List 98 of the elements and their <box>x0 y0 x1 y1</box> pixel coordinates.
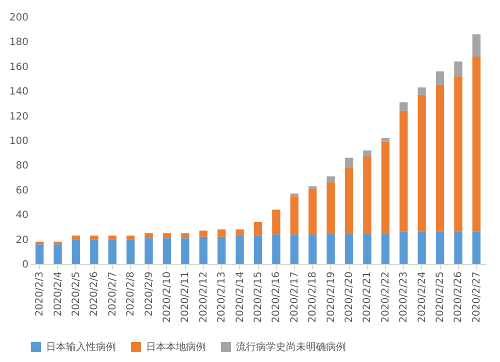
bar <box>381 142 390 234</box>
bar <box>35 244 44 264</box>
x-tick-label: 2020/2/26 <box>453 272 464 323</box>
bar <box>162 233 172 238</box>
x-tick-label: 2020/2/18 <box>308 272 319 323</box>
bar <box>272 210 280 234</box>
y-tick-label: 100 <box>9 136 28 147</box>
bar <box>418 232 426 264</box>
y-tick-label: 60 <box>16 185 28 196</box>
bar <box>254 236 262 264</box>
bar <box>363 150 372 157</box>
bar <box>454 61 462 76</box>
bar <box>290 194 299 196</box>
legend-label: 日本本地病例 <box>146 341 206 353</box>
bar <box>199 236 208 264</box>
x-tick-label: 2020/2/6 <box>89 272 100 316</box>
bar <box>144 238 153 264</box>
bar <box>454 232 462 264</box>
x-tick-label: 2020/2/20 <box>344 272 356 323</box>
bar <box>308 188 317 234</box>
bar <box>126 239 135 264</box>
x-tick-label: 2020/2/23 <box>398 272 410 323</box>
bar <box>236 229 244 236</box>
y-tick-label: 40 <box>16 210 28 222</box>
bar <box>290 234 299 264</box>
bar <box>308 186 317 189</box>
bar <box>381 233 390 264</box>
y-tick-label: 80 <box>16 160 28 172</box>
bar <box>90 239 98 264</box>
x-tick-label: 2020/2/5 <box>70 272 82 316</box>
y-tick-label: 140 <box>9 86 28 98</box>
bar <box>181 238 190 264</box>
bar <box>363 233 372 264</box>
y-tick-label: 20 <box>16 234 28 246</box>
bar <box>363 156 372 234</box>
bar <box>326 233 335 264</box>
bar <box>381 138 390 142</box>
bar <box>144 233 153 238</box>
x-tick-label: 2020/2/10 <box>162 272 173 323</box>
bar <box>199 230 208 237</box>
x-tick-label: 2020/2/24 <box>416 272 428 323</box>
bar <box>108 236 116 240</box>
bar <box>418 87 426 95</box>
bar <box>436 71 444 85</box>
legend-label: 流行病学史尚未明确病例 <box>236 341 346 353</box>
x-tick-label: 2020/2/4 <box>52 272 64 316</box>
y-tick-label: 160 <box>9 62 28 73</box>
x-tick-label: 2020/2/8 <box>126 272 137 316</box>
bar <box>436 84 444 232</box>
bar <box>418 94 426 232</box>
bar <box>344 168 354 234</box>
x-tick-label: 2020/2/3 <box>34 272 46 316</box>
bar <box>181 233 190 238</box>
x-tick-label: 2020/2/12 <box>198 272 210 323</box>
x-tick-label: 2020/2/16 <box>271 272 282 323</box>
y-tick-label: 200 <box>9 12 28 24</box>
bar <box>217 236 226 264</box>
bar <box>436 232 444 264</box>
x-tick-label: 2020/2/21 <box>362 272 374 323</box>
bar <box>344 158 354 168</box>
bar <box>290 196 299 234</box>
x-tick-label: 2020/2/22 <box>380 272 392 323</box>
bar <box>162 238 172 264</box>
bar <box>236 236 244 264</box>
x-tick-label: 2020/2/27 <box>471 272 482 323</box>
x-tick-label: 2020/2/7 <box>107 272 118 316</box>
legend-label: 日本输入性病例 <box>46 341 116 353</box>
x-tick-label: 2020/2/14 <box>234 272 246 323</box>
bar <box>54 244 62 264</box>
x-tick-label: 2020/2/25 <box>435 272 446 323</box>
x-tick-label: 2020/2/13 <box>216 272 228 323</box>
bar <box>400 102 408 111</box>
bar <box>72 239 80 264</box>
y-tick-label: 120 <box>9 111 28 122</box>
bar <box>254 222 262 236</box>
bar <box>217 229 226 237</box>
bar <box>472 56 481 232</box>
bar <box>326 176 335 182</box>
x-tick-label: 2020/2/17 <box>289 272 300 323</box>
bar <box>326 182 335 234</box>
y-tick-label: 0 <box>22 260 28 270</box>
bar <box>90 236 98 240</box>
bar <box>400 232 408 264</box>
bar <box>108 239 116 264</box>
x-tick-label: 2020/2/11 <box>180 272 192 323</box>
bar <box>272 234 280 264</box>
bar <box>400 110 408 232</box>
y-tick-label: 180 <box>9 37 28 48</box>
x-tick-label: 2020/2/19 <box>326 272 337 323</box>
bar <box>126 236 135 240</box>
bar <box>454 76 462 232</box>
x-tick-label: 2020/2/9 <box>144 272 155 316</box>
x-tick-label: 2020/2/15 <box>253 272 264 323</box>
bar <box>472 34 481 57</box>
bar <box>308 234 317 264</box>
bar <box>472 232 481 264</box>
bar <box>72 236 80 240</box>
bar <box>344 233 354 264</box>
